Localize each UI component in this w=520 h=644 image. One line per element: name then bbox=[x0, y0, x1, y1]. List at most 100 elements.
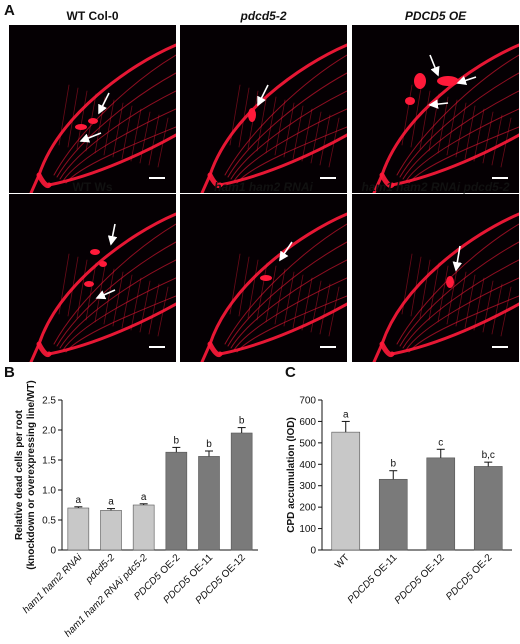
bar bbox=[100, 510, 122, 551]
x-tick-label: PDCD5 OE-2 bbox=[444, 552, 495, 603]
error-bar bbox=[205, 450, 213, 457]
scale-bar bbox=[492, 346, 508, 348]
significance-label: b bbox=[174, 435, 180, 446]
bar bbox=[165, 451, 188, 551]
white-arrow-icon bbox=[428, 99, 449, 109]
micrograph-title: WT Col-0 bbox=[66, 9, 119, 23]
x-tick-label: PDCD5 OE-11 bbox=[346, 552, 400, 606]
scale-bar bbox=[149, 177, 165, 179]
root-tip-micrograph bbox=[352, 25, 519, 193]
error-bar bbox=[139, 503, 148, 505]
significance-label: a bbox=[141, 492, 147, 503]
cpd-accumulation-bar-chart: 0 100 200 300 400 500 600 700 a WT b PDCD5 OE-11 c PD… bbox=[286, 396, 512, 607]
y-tick-label: 2.5 bbox=[42, 396, 56, 407]
y-tick-label: 0 bbox=[50, 546, 56, 557]
dead-cell bbox=[405, 97, 415, 105]
y-tick-label: 0 bbox=[310, 546, 316, 557]
micrograph-title: PDCD5 OE bbox=[404, 9, 467, 23]
scale-bar bbox=[149, 346, 165, 348]
significance-label: b,c bbox=[482, 450, 495, 461]
y-tick-label: 2.0 bbox=[42, 426, 56, 437]
significance-label: a bbox=[343, 409, 349, 420]
white-arrow-icon bbox=[98, 92, 110, 115]
y-tick-label: 1.5 bbox=[42, 456, 56, 467]
panel-c-letter: C bbox=[285, 364, 296, 381]
root-outline bbox=[29, 212, 176, 362]
root-outline bbox=[372, 43, 519, 193]
white-arrow-icon bbox=[79, 132, 102, 143]
dead-cell bbox=[414, 73, 426, 89]
significance-label: b bbox=[239, 416, 245, 427]
y-tick-label: 300 bbox=[299, 481, 316, 492]
white-arrow-icon bbox=[452, 245, 463, 272]
bar bbox=[378, 478, 408, 551]
error-bar bbox=[107, 508, 115, 511]
scale-bar bbox=[492, 177, 508, 179]
significance-label: c bbox=[438, 437, 443, 448]
root-tip-micrograph bbox=[180, 25, 347, 193]
y-tick-label: 200 bbox=[299, 503, 316, 514]
bar bbox=[67, 507, 90, 551]
axes bbox=[61, 400, 258, 551]
dead-cell bbox=[99, 261, 107, 267]
dead-cell bbox=[90, 249, 100, 255]
micrograph-title: ham1 ham2 RNAi bbox=[214, 180, 313, 194]
dead-cell bbox=[75, 124, 87, 130]
y-tick-label: 1.0 bbox=[42, 486, 56, 497]
panel-a-letter: A bbox=[4, 2, 15, 19]
root-tip-micrograph bbox=[180, 194, 347, 362]
error-bar bbox=[484, 461, 493, 467]
error-bar bbox=[341, 420, 350, 433]
bar bbox=[331, 431, 361, 551]
significance-label: a bbox=[108, 497, 114, 508]
root-outline bbox=[29, 43, 176, 193]
x-tick-label: WT bbox=[333, 552, 352, 571]
panel-b-letter: B bbox=[4, 364, 15, 381]
y-tick-label: 0.5 bbox=[42, 516, 56, 527]
error-bar bbox=[74, 506, 83, 508]
dead-cell bbox=[437, 76, 459, 86]
y-tick-label: 600 bbox=[299, 417, 316, 428]
white-arrow-icon bbox=[95, 289, 116, 300]
micrograph-title: WT Ws bbox=[72, 180, 113, 194]
dead-cell bbox=[260, 275, 272, 281]
micrograph-title: ham1 ham2 RNAi pdcd5-2 bbox=[361, 180, 510, 194]
white-arrow-icon bbox=[429, 54, 440, 77]
root-outline bbox=[372, 212, 519, 362]
error-bar bbox=[389, 470, 398, 480]
error-bar bbox=[436, 448, 445, 458]
significance-label: b bbox=[206, 439, 212, 450]
dead-cell bbox=[248, 108, 256, 122]
root-tip-micrograph bbox=[352, 194, 519, 362]
dead-cell bbox=[88, 118, 98, 124]
white-arrow-icon bbox=[107, 223, 118, 246]
bar bbox=[198, 456, 220, 551]
root-tip-micrograph bbox=[9, 194, 176, 362]
bar bbox=[473, 466, 503, 551]
significance-label: a bbox=[76, 495, 82, 506]
dead-cell bbox=[84, 281, 94, 287]
root-tip-micrograph bbox=[9, 25, 176, 193]
white-arrow-icon bbox=[257, 84, 269, 107]
y-axis-label: CPD accumulation (IOD) bbox=[286, 417, 297, 533]
y-axis-label: Relative dead cells per root(knockdown o… bbox=[14, 380, 37, 569]
bar bbox=[132, 504, 155, 551]
bar bbox=[426, 457, 456, 551]
scale-bar bbox=[320, 346, 336, 348]
micrograph-title: pdcd5-2 bbox=[240, 9, 287, 23]
y-tick-label: 500 bbox=[299, 438, 316, 449]
white-arrow-icon bbox=[456, 75, 477, 86]
error-bar bbox=[172, 446, 181, 453]
root-outline bbox=[200, 43, 347, 193]
x-tick-label: PDCD5 OE-12 bbox=[393, 552, 447, 606]
root-outline bbox=[200, 212, 347, 362]
error-bar bbox=[237, 427, 246, 433]
scale-bar bbox=[320, 177, 336, 179]
y-tick-label: 400 bbox=[299, 460, 316, 471]
dead-cell bbox=[446, 276, 454, 288]
significance-label: b bbox=[390, 459, 396, 470]
y-tick-label: 700 bbox=[299, 396, 316, 407]
y-tick-label: 100 bbox=[299, 524, 316, 535]
bar bbox=[230, 432, 253, 551]
